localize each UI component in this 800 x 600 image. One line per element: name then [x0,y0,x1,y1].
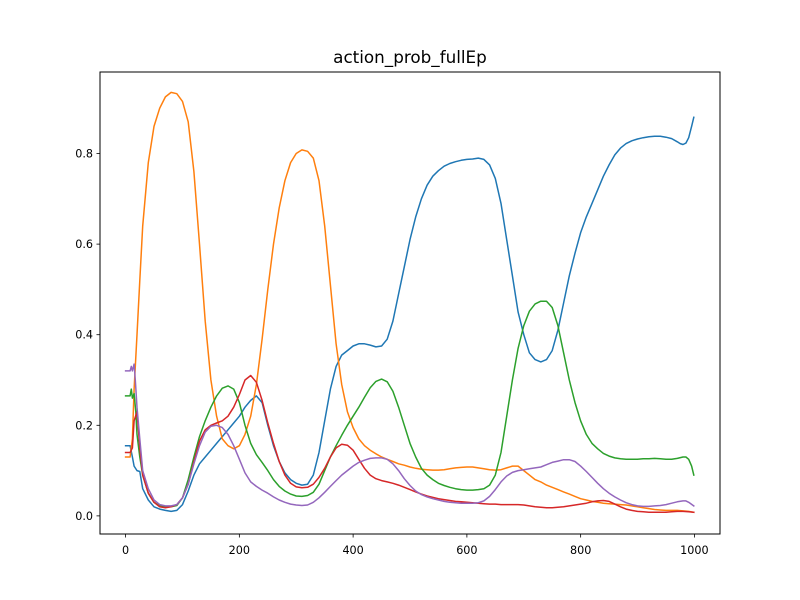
x-tick-label: 1000 [680,544,708,557]
y-tick-label: 0.4 [75,329,93,342]
y-tick-label: 0.0 [75,510,93,523]
y-tick-label: 0.2 [75,419,93,432]
series-line-3 [124,300,695,508]
x-tick-label: 0 [122,544,129,557]
series-line-1 [124,116,695,513]
x-tick-label: 800 [570,544,591,557]
y-axis: 0.0 0.2 0.4 0.6 0.8 [75,148,100,523]
x-axis: 0 200 400 600 800 1000 [122,534,709,557]
x-tick-label: 600 [456,544,477,557]
y-tick-label: 0.8 [75,148,93,161]
chart-title: action_prob_fullEp [333,47,487,68]
x-tick-label: 400 [342,544,363,557]
series-line-4 [124,374,695,514]
x-tick-label: 200 [229,544,250,557]
plot-area-frame [99,71,721,535]
series-layer [124,91,695,514]
series-line-5 [124,363,695,508]
y-tick-label: 0.6 [75,238,93,251]
series-line-2 [124,91,695,514]
